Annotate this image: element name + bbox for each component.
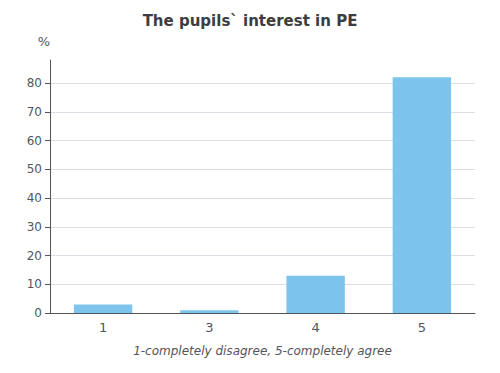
svg-text:60: 60 xyxy=(27,134,42,148)
svg-text:3: 3 xyxy=(205,320,213,335)
svg-text:%: % xyxy=(38,34,50,49)
svg-text:1-completely disagree, 5-compl: 1-completely disagree, 5-completely agre… xyxy=(133,344,392,358)
svg-text:The pupils` interest in PE: The pupils` interest in PE xyxy=(143,12,358,30)
svg-text:1: 1 xyxy=(99,320,107,335)
svg-text:5: 5 xyxy=(418,320,426,335)
svg-text:30: 30 xyxy=(27,220,42,234)
svg-text:0: 0 xyxy=(34,306,42,320)
svg-text:40: 40 xyxy=(27,191,42,205)
svg-text:80: 80 xyxy=(27,76,42,90)
svg-text:50: 50 xyxy=(27,162,42,176)
svg-text:4: 4 xyxy=(311,320,319,335)
svg-text:70: 70 xyxy=(27,105,42,119)
svg-text:10: 10 xyxy=(27,277,42,291)
svg-text:20: 20 xyxy=(27,249,42,263)
